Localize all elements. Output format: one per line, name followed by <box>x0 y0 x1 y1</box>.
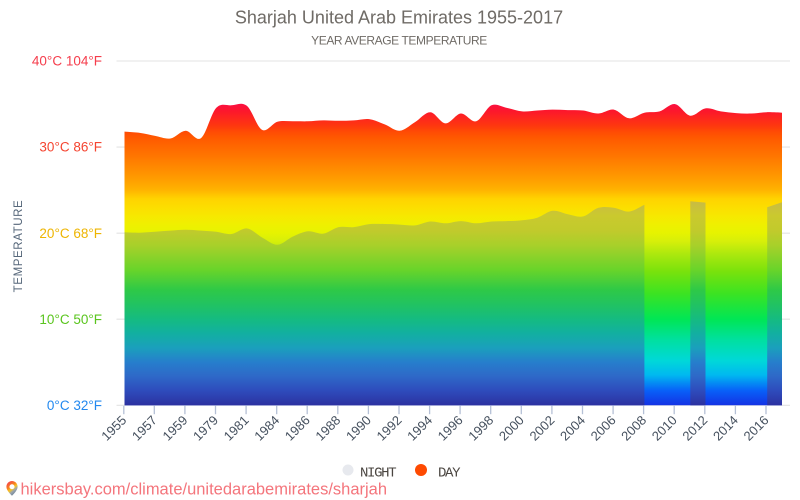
svg-text:NIGHT: NIGHT <box>360 465 396 481</box>
svg-text:hikersbay.com/climate/unitedar: hikersbay.com/climate/unitedarabemirates… <box>21 481 388 499</box>
svg-text:40°C 104°F: 40°C 104°F <box>32 54 102 69</box>
svg-text:Sharjah United Arab Emirates 1: Sharjah United Arab Emirates 1955-2017 <box>235 8 563 28</box>
svg-text:20°C 68°F: 20°C 68°F <box>39 226 102 241</box>
svg-text:YEAR AVERAGE TEMPERATURE: YEAR AVERAGE TEMPERATURE <box>311 34 487 48</box>
svg-text:30°C 86°F: 30°C 86°F <box>39 140 102 155</box>
svg-text:10°C 50°F: 10°C 50°F <box>39 312 102 327</box>
svg-text:DAY: DAY <box>438 465 461 481</box>
svg-text:0°C 32°F: 0°C 32°F <box>47 398 102 413</box>
svg-text:TEMPERATURE: TEMPERATURE <box>13 200 25 293</box>
